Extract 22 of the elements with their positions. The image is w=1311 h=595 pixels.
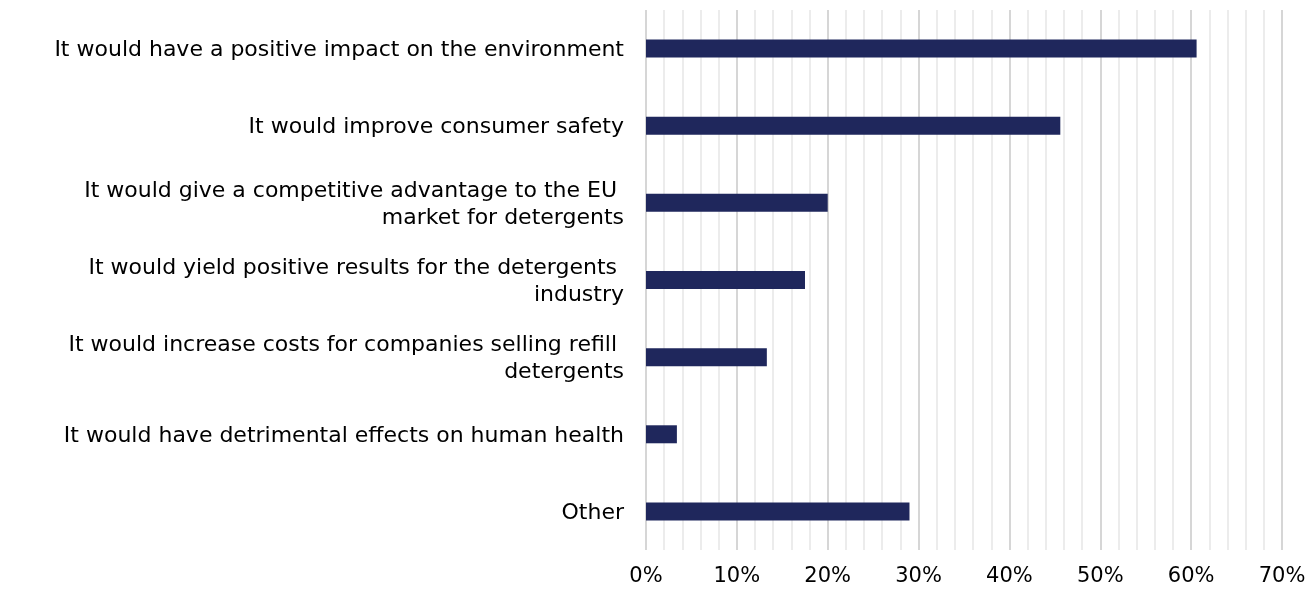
- x-tick-label: 10%: [713, 562, 761, 587]
- bar: [646, 425, 677, 444]
- y-tick-label: It would have detrimental effects on human health: [63, 421, 624, 447]
- x-tick-label: 0%: [629, 562, 663, 587]
- y-tick-label: It would increase costs for companies selling refill detergents: [68, 331, 624, 384]
- bar: [646, 502, 910, 521]
- y-tick-label: It would give a competitive advantage to the EU market for detergents: [84, 176, 624, 229]
- bar: [646, 39, 1197, 58]
- y-tick-label: It would have a positive impact on the environment: [54, 36, 625, 62]
- bar: [646, 193, 828, 212]
- x-tick-label: 20%: [804, 562, 852, 587]
- x-tick-label: 50%: [1076, 562, 1124, 587]
- y-tick-label: It would improve consumer safety: [248, 113, 624, 139]
- x-tick-label: 60%: [1167, 562, 1215, 587]
- x-tick-label: 70%: [1258, 562, 1306, 587]
- bar: [646, 116, 1061, 135]
- y-tick-label: Other: [561, 498, 625, 524]
- bar: [646, 271, 805, 289]
- y-tick-label: It would yield positive results for the detergents industry: [88, 254, 624, 306]
- bar: [646, 348, 767, 367]
- x-tick-label: 40%: [986, 562, 1033, 587]
- x-tick-label: 30%: [895, 562, 942, 587]
